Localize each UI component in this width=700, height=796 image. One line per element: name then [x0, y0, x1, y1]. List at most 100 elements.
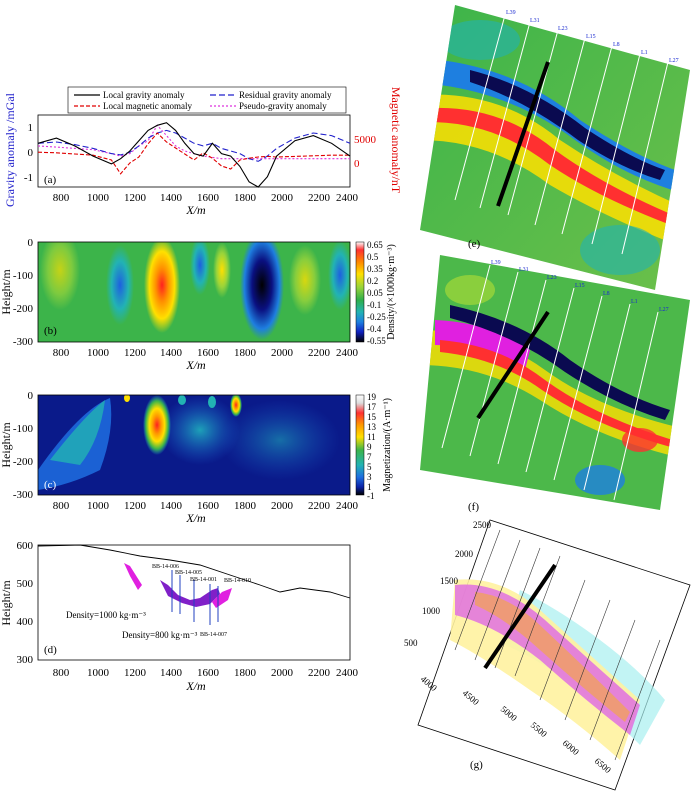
c-cbar-tick: 13 — [367, 422, 377, 432]
e-line — [507, 29, 559, 216]
a-tag: (a) — [44, 174, 57, 186]
f-line — [525, 287, 575, 473]
f-line-label: L8 — [603, 291, 610, 297]
g-line — [514, 555, 561, 677]
b-xtick: 2200 — [308, 347, 331, 359]
panel-g: 2500 2000 1500 1000 500 4000 4500 5000 5… — [404, 519, 691, 791]
f-line — [583, 303, 631, 491]
c-cbar-tick: 7 — [367, 452, 372, 462]
e-line — [534, 37, 586, 226]
f-line-label: L1 — [631, 299, 638, 305]
f-line — [441, 264, 491, 449]
d-borehole-label: BB-14-006 — [152, 564, 179, 570]
series-residual-gravity — [37, 129, 351, 162]
a-ytick-right-5000: 5000 — [354, 134, 377, 146]
d-xtick: 2200 — [308, 667, 331, 679]
c-xtick: 2200 — [308, 500, 331, 512]
d-xtick: 1800 — [234, 667, 257, 679]
b-cbar-tick: 0.2 — [367, 276, 378, 286]
f-dark-band — [450, 305, 670, 420]
f-line — [553, 295, 603, 481]
e-line-labels: L39 L31 L23 L15 L8 L1 L27 — [506, 10, 679, 64]
e-line — [454, 14, 506, 201]
panel-f: L39 L31 L23 L15 L8 L1 L27 (f) — [420, 255, 690, 513]
d-body-1000 — [124, 563, 142, 590]
b-anomaly — [240, 242, 284, 340]
b-ytick: -200 — [13, 303, 34, 315]
d-borehole-label: BB-14-010 — [224, 578, 251, 584]
legend-local-gravity: Local gravity anomaly — [103, 90, 185, 100]
f-survey-lines — [441, 264, 659, 501]
panel-d: BB-14-006 BB-14-005 BB-14-001 BB-14-010 … — [0, 540, 359, 693]
d-density-1000: Density=1000 kg·m⁻³ — [66, 610, 146, 620]
a-xtick: 1800 — [234, 192, 257, 204]
g-line — [614, 639, 661, 761]
c-ylabel: Height/m — [0, 422, 13, 468]
b-xtick: 1000 — [87, 347, 110, 359]
g-ytick: 500 — [404, 638, 418, 648]
c-xtick: 800 — [53, 500, 70, 512]
c-cbar-tick: 1 — [367, 482, 372, 492]
c-colorbar — [355, 394, 365, 496]
b-cbar-tick: -0.25 — [367, 312, 386, 322]
legend-residual-gravity: Residual gravity anomaly — [239, 90, 332, 100]
c-anomaly — [160, 395, 240, 465]
d-frame — [37, 544, 351, 661]
panel-e: L39 L31 L23 L15 L8 L1 L27 (e) — [420, 5, 690, 290]
g-ytick: 2500 — [473, 520, 492, 530]
d-ytick: 600 — [17, 540, 34, 552]
f-line — [497, 279, 547, 465]
d-borehole-label: BB-14-001 — [190, 577, 217, 583]
b-xlabel: X/m — [185, 358, 206, 372]
b-anomaly — [106, 245, 134, 325]
e-line — [561, 45, 613, 235]
a-xtick: 1400 — [160, 192, 183, 204]
e-line-label: L1 — [641, 50, 648, 56]
b-anomaly — [144, 242, 180, 333]
legend-local-magnetic: Local magnetic anomaly — [103, 101, 192, 111]
d-xtick: 1600 — [197, 667, 220, 679]
d-xtick: 1400 — [160, 667, 183, 679]
a-xtick: 2400 — [336, 192, 359, 204]
b-frame — [37, 241, 351, 343]
g-ytick: 1500 — [440, 576, 459, 586]
f-patch — [622, 428, 658, 452]
panel-b: 0 -100 -200 -300 Height/m (b) 0.65 0.5 0… — [0, 237, 397, 372]
b-xtick: 800 — [53, 347, 70, 359]
b-anomaly — [190, 242, 210, 295]
b-cbar-tick: -0.4 — [367, 324, 382, 334]
g-ytick: 1000 — [422, 606, 441, 616]
a-xticks: 800 1000 1200 1400 1600 1800 2000 2200 2… — [53, 192, 359, 204]
d-ytick: 400 — [17, 616, 34, 628]
c-cbar-tick: -1 — [367, 491, 375, 501]
panel-a-frame — [37, 114, 351, 188]
f-line-label: L27 — [659, 307, 669, 313]
c-xlabel: X/m — [185, 511, 206, 525]
c-cbar-tick: 17 — [367, 402, 377, 412]
d-tag: (d) — [44, 644, 57, 656]
f-line — [469, 271, 519, 457]
c-anomaly — [178, 395, 186, 405]
g-ytick: 2000 — [455, 549, 474, 559]
f-line-label: L15 — [575, 283, 585, 289]
a-ytick-0: 0 — [28, 147, 34, 159]
series-local-gravity — [37, 122, 351, 188]
panel-a-legend: Local gravity anomaly Residual gravity a… — [67, 86, 347, 114]
b-xtick: 2000 — [271, 347, 294, 359]
a-xtick: 2200 — [308, 192, 331, 204]
f-line-labels: L39 L31 L23 L15 L8 L1 L27 — [491, 260, 669, 313]
c-ytick: -200 — [13, 456, 34, 468]
g-line — [454, 529, 501, 651]
f-line-label: L39 — [491, 260, 501, 266]
c-xtick: 2400 — [336, 500, 359, 512]
c-colorbar-ticks: 19 17 15 13 11 9 7 5 3 1 -1 — [367, 392, 377, 501]
b-xtick: 1200 — [124, 347, 147, 359]
c-ytick: -100 — [13, 423, 34, 435]
e-cyan-patch — [580, 225, 660, 275]
panel-a: Local gravity anomaly Residual gravity a… — [3, 86, 403, 217]
e-line — [591, 53, 641, 245]
f-patch — [575, 465, 625, 495]
e-profile-line — [496, 61, 550, 207]
d-density-800: Density=800 kg·m⁻³ — [122, 630, 198, 640]
